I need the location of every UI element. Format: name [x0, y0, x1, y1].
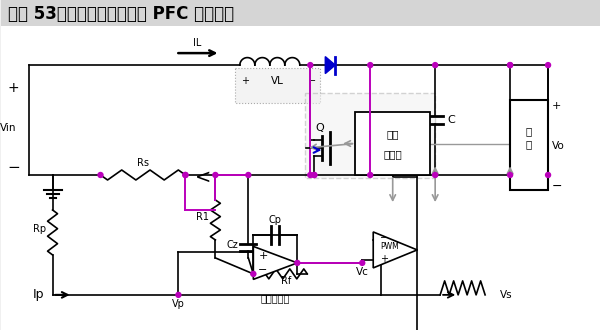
Text: +: +: [552, 101, 562, 111]
Circle shape: [368, 63, 373, 68]
Text: 閘極: 閘極: [386, 129, 399, 139]
Text: Vo: Vo: [552, 141, 565, 151]
Text: −: −: [552, 180, 563, 192]
Circle shape: [508, 173, 512, 178]
Polygon shape: [325, 57, 335, 74]
Text: −: −: [308, 76, 316, 86]
Polygon shape: [253, 247, 297, 280]
Text: Q: Q: [315, 123, 324, 133]
Circle shape: [433, 173, 437, 178]
Text: IL: IL: [193, 38, 202, 48]
Text: +: +: [8, 81, 19, 95]
Text: +: +: [241, 76, 250, 86]
Text: +: +: [380, 254, 388, 264]
Text: Vp: Vp: [172, 299, 185, 309]
Bar: [235, 68, 320, 103]
Bar: [305, 93, 435, 178]
Circle shape: [251, 271, 256, 277]
Circle shape: [251, 272, 256, 276]
Text: 电流放大器: 电流放大器: [260, 293, 290, 303]
Circle shape: [360, 260, 365, 265]
Text: Cz: Cz: [226, 240, 238, 250]
Text: R1: R1: [196, 212, 209, 222]
Text: C: C: [447, 115, 455, 125]
Text: 负
载: 负 载: [526, 126, 532, 149]
Text: −: −: [259, 265, 268, 275]
Text: 图表 53：平均电流模式下的 PFC 升压电路: 图表 53：平均电流模式下的 PFC 升压电路: [8, 5, 234, 23]
Text: Vc: Vc: [356, 267, 368, 277]
Text: <: <: [195, 168, 212, 186]
Bar: [1, 0, 600, 26]
Text: −: −: [7, 160, 20, 176]
Circle shape: [295, 260, 300, 265]
Circle shape: [508, 63, 512, 68]
Text: Cp: Cp: [269, 215, 282, 225]
Text: Ip: Ip: [33, 288, 44, 301]
Circle shape: [246, 173, 251, 178]
Circle shape: [508, 63, 512, 68]
Circle shape: [308, 173, 313, 178]
Text: PWM: PWM: [380, 243, 399, 251]
Circle shape: [308, 63, 313, 68]
Text: −: −: [380, 233, 388, 243]
Bar: [355, 112, 430, 175]
Circle shape: [183, 173, 188, 178]
Circle shape: [98, 173, 103, 178]
Circle shape: [368, 173, 373, 178]
Text: Rf: Rf: [281, 276, 292, 286]
Circle shape: [545, 63, 551, 68]
Polygon shape: [373, 232, 417, 268]
Circle shape: [312, 173, 317, 178]
Text: +: +: [259, 251, 268, 261]
Bar: [510, 100, 548, 190]
Circle shape: [433, 63, 437, 68]
Text: Vs: Vs: [500, 290, 513, 300]
Text: 驅動器: 驅動器: [383, 149, 402, 159]
Circle shape: [312, 173, 317, 178]
Circle shape: [176, 292, 181, 297]
Text: Rp: Rp: [33, 224, 46, 234]
Text: VL: VL: [271, 76, 284, 86]
Text: Vin: Vin: [1, 123, 17, 133]
Circle shape: [183, 173, 188, 178]
Circle shape: [545, 173, 551, 178]
Circle shape: [213, 173, 218, 178]
Text: Rs: Rs: [137, 158, 149, 168]
